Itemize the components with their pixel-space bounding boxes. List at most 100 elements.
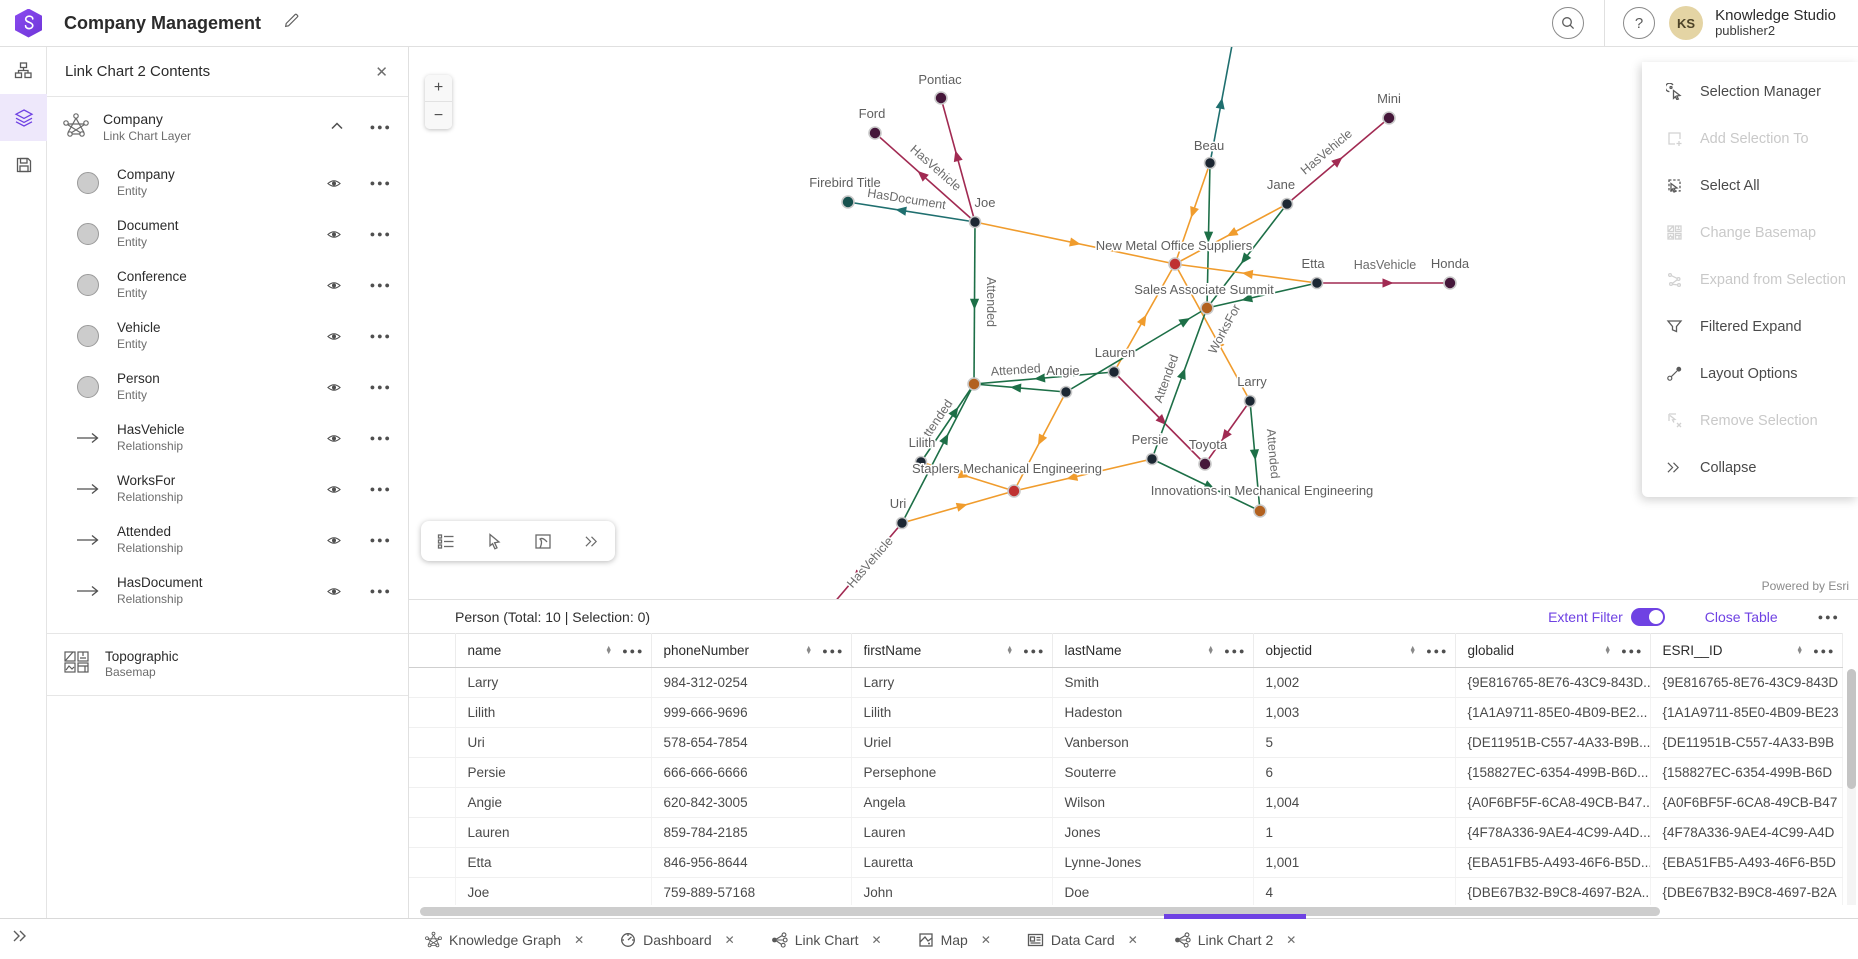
layer-item-attended[interactable]: Attended Relationship ●●●: [47, 515, 408, 566]
table-row[interactable]: Angie 620-842-3005 Angela Wilson 1,004 {A0F6B…: [409, 787, 1843, 818]
column-header-globalid[interactable]: globalid ▲ ▼ ●●●: [1455, 633, 1651, 668]
item-options-icon[interactable]: ●●●: [369, 382, 392, 392]
table-vertical-scrollbar[interactable]: [1847, 669, 1856, 914]
sort-icon[interactable]: ▲ ▼: [1207, 644, 1215, 656]
table-row[interactable]: Lauren 859-784-2185 Lauren Jones 1 {4F78A336-…: [409, 817, 1843, 848]
item-options-icon[interactable]: ●●●: [369, 535, 392, 545]
visibility-eye-icon[interactable]: [326, 431, 342, 446]
edit-title-button[interactable]: [283, 12, 300, 34]
avatar[interactable]: KS: [1669, 6, 1704, 40]
menu-item-selection-manager[interactable]: Selection Manager: [1642, 68, 1858, 115]
close-icon[interactable]: ✕: [871, 932, 882, 947]
table-row[interactable]: Uri 578-654-7854 Uriel Vanberson 5 {DE11951B-…: [409, 727, 1843, 758]
edge-HasDocument-joe-firebird[interactable]: [847, 201, 976, 223]
table-row[interactable]: Etta 846-956-8644 Lauretta Lynne-Jones 1,001…: [409, 847, 1843, 878]
close-icon[interactable]: ✕: [375, 63, 388, 81]
sort-icon[interactable]: ▲ ▼: [805, 644, 813, 656]
item-options-icon[interactable]: ●●●: [369, 280, 392, 290]
menu-item-collapse[interactable]: Collapse: [1642, 444, 1858, 491]
search-icon[interactable]: [1552, 7, 1585, 39]
column-header-objectid[interactable]: objectid ▲ ▼ ●●●: [1253, 633, 1456, 668]
visibility-eye-icon[interactable]: [326, 227, 342, 242]
zoom-out-button[interactable]: −: [425, 102, 452, 129]
layer-item-person[interactable]: Person Entity ●●●: [47, 362, 408, 413]
tab-link-chart-2[interactable]: Link Chart 2 ✕: [1163, 914, 1307, 959]
menu-item-layout-options[interactable]: Layout Options: [1642, 350, 1858, 397]
item-options-icon[interactable]: ●●●: [369, 331, 392, 341]
rail-item-layers[interactable]: [0, 94, 47, 141]
layer-item-worksfor[interactable]: WorksFor Relationship ●●●: [47, 464, 408, 515]
layer-item-hasvehicle[interactable]: HasVehicle Relationship ●●●: [47, 413, 408, 464]
tab-link-chart[interactable]: Link Chart ✕: [771, 919, 882, 959]
link-chart-canvas[interactable]: HasVehicle HasDocument Attended HasVehicle H…: [409, 47, 1858, 600]
sort-icon[interactable]: ▲ ▼: [1796, 644, 1804, 656]
link-chart-graph[interactable]: HasVehicleHasDocumentAttendedHasVehicleH…: [409, 47, 1858, 600]
node-ford[interactable]: [868, 126, 882, 140]
node-pontiac[interactable]: [934, 91, 948, 105]
node-firebird[interactable]: [841, 195, 855, 209]
column-header-firstName[interactable]: firstName ▲ ▼ ●●●: [851, 633, 1053, 668]
rail-item-data-model[interactable]: [0, 47, 47, 94]
column-options-icon[interactable]: ●●●: [622, 645, 645, 656]
table-row[interactable]: Lilith 999-666-9696 Lilith Hadeston 1,003 {1A…: [409, 697, 1843, 728]
item-options-icon[interactable]: ●●●: [369, 586, 392, 596]
column-options-icon[interactable]: ●●●: [822, 645, 845, 656]
node-confa[interactable]: [967, 377, 981, 391]
zoom-in-button[interactable]: +: [425, 75, 452, 102]
column-options-icon[interactable]: ●●●: [1023, 645, 1046, 656]
node-jane[interactable]: [1280, 197, 1294, 211]
tab-dashboard[interactable]: Dashboard ✕: [620, 919, 735, 959]
sort-icon[interactable]: ▲ ▼: [605, 644, 613, 656]
sort-icon[interactable]: ▲ ▼: [1604, 644, 1612, 656]
node-lilith[interactable]: [914, 455, 928, 469]
visibility-eye-icon[interactable]: [326, 176, 342, 191]
close-icon[interactable]: ✕: [980, 932, 991, 947]
node-newmetal[interactable]: [1168, 257, 1182, 271]
table-options-icon[interactable]: ●●●: [1817, 611, 1840, 622]
layer-header[interactable]: Company Link Chart Layer ●●●: [47, 97, 408, 154]
tab-data-card[interactable]: Data Card ✕: [1027, 919, 1138, 959]
visibility-eye-icon[interactable]: [326, 584, 342, 599]
menu-item-select-all[interactable]: Select All: [1642, 162, 1858, 209]
menu-item-filtered-expand[interactable]: Filtered Expand: [1642, 303, 1858, 350]
double-chevron-right-icon[interactable]: [12, 929, 28, 948]
column-header-ESRI__ID[interactable]: ESRI__ID ▲ ▼ ●●●: [1650, 633, 1843, 668]
sort-icon[interactable]: ▲ ▼: [1409, 644, 1417, 656]
visibility-eye-icon[interactable]: [326, 329, 342, 344]
node-persie[interactable]: [1145, 452, 1159, 466]
lasso-select-icon[interactable]: [534, 533, 552, 550]
node-angie[interactable]: [1059, 385, 1073, 399]
item-options-icon[interactable]: ●●●: [369, 229, 392, 239]
column-header-lastName[interactable]: lastName ▲ ▼ ●●●: [1052, 633, 1254, 668]
column-options-icon[interactable]: ●●●: [1426, 645, 1449, 656]
layer-options-icon[interactable]: ●●●: [369, 122, 392, 133]
visibility-eye-icon[interactable]: [326, 482, 342, 497]
node-toyota[interactable]: [1198, 457, 1212, 471]
close-icon[interactable]: ✕: [1127, 932, 1138, 947]
edge-Attended-persie-summit[interactable]: [1151, 307, 1208, 460]
item-options-icon[interactable]: ●●●: [369, 433, 392, 443]
node-etta[interactable]: [1310, 276, 1324, 290]
edge-Attended-uri-confa[interactable]: [901, 383, 975, 524]
layer-item-vehicle[interactable]: Vehicle Entity ●●●: [47, 311, 408, 362]
basemap-row[interactable]: Topographic Basemap: [47, 632, 408, 696]
node-mini[interactable]: [1382, 111, 1396, 125]
column-options-icon[interactable]: ●●●: [1224, 645, 1247, 656]
node-beau[interactable]: [1203, 156, 1217, 170]
node-lauren[interactable]: [1107, 365, 1121, 379]
layer-item-document[interactable]: Document Entity ●●●: [47, 209, 408, 260]
column-header-phoneNumber[interactable]: phoneNumber ▲ ▼ ●●●: [651, 633, 852, 668]
node-staplers[interactable]: [1007, 484, 1021, 498]
table-row[interactable]: Larry 984-312-0254 Larry Smith 1,002 {9E81676…: [409, 667, 1843, 698]
item-options-icon[interactable]: ●●●: [369, 178, 392, 188]
tab-map[interactable]: Map ✕: [918, 919, 991, 959]
edge-WorksFor-persie-staplers[interactable]: [1013, 458, 1153, 492]
layer-item-company[interactable]: Company Entity ●●●: [47, 158, 408, 209]
table-row[interactable]: Persie 666-666-6666 Persephone Souterre 6 {15…: [409, 757, 1843, 788]
close-table-button[interactable]: Close Table: [1704, 608, 1778, 625]
node-innov[interactable]: [1253, 504, 1267, 518]
column-options-icon[interactable]: ●●●: [1621, 645, 1644, 656]
close-icon[interactable]: ✕: [724, 932, 735, 947]
column-header-name[interactable]: name ▲ ▼ ●●●: [455, 633, 652, 668]
visibility-eye-icon[interactable]: [326, 380, 342, 395]
